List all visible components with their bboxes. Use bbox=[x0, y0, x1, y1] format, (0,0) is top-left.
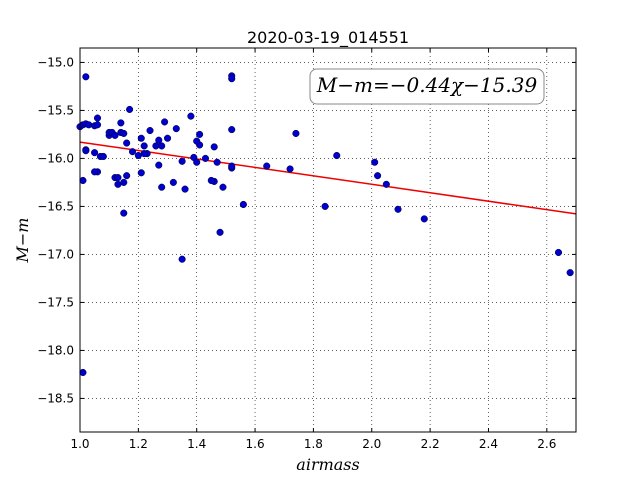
data-points bbox=[76, 72, 574, 377]
data-point bbox=[178, 255, 186, 263]
data-point bbox=[91, 149, 99, 157]
data-point bbox=[196, 130, 204, 138]
data-point bbox=[382, 180, 390, 188]
data-point bbox=[82, 147, 90, 155]
data-point bbox=[333, 151, 341, 160]
data-point bbox=[91, 168, 99, 176]
annotation-box bbox=[309, 68, 545, 105]
data-point bbox=[213, 158, 221, 166]
data-point bbox=[420, 215, 428, 223]
data-point bbox=[193, 137, 201, 145]
x-tick-label: 2.6 bbox=[537, 437, 556, 451]
data-point bbox=[120, 209, 128, 217]
y-tick-label: −17.0 bbox=[37, 247, 74, 261]
data-point bbox=[566, 269, 574, 277]
data-point bbox=[161, 118, 169, 126]
data-point bbox=[169, 178, 177, 186]
data-point bbox=[321, 202, 329, 210]
y-tick-label: −18.5 bbox=[37, 391, 74, 405]
data-point bbox=[117, 119, 125, 127]
data-point bbox=[228, 75, 236, 83]
data-point bbox=[137, 134, 145, 142]
data-point bbox=[146, 127, 154, 135]
data-point bbox=[93, 114, 102, 122]
x-tick-label: 2.4 bbox=[479, 437, 498, 451]
plot-frame bbox=[79, 47, 577, 433]
data-point bbox=[158, 142, 166, 150]
data-point bbox=[207, 176, 215, 185]
data-point bbox=[134, 151, 142, 160]
data-point bbox=[155, 161, 163, 169]
data-point bbox=[82, 73, 90, 81]
data-point bbox=[286, 165, 294, 173]
data-point bbox=[85, 121, 93, 129]
data-point bbox=[371, 158, 379, 166]
data-point bbox=[216, 228, 224, 236]
y-axis-ticks: −15.0 −15.5 −16.0 −16.5 −17.0 −17.5 −18.0 −18.5 bbox=[37, 55, 576, 405]
data-point bbox=[201, 154, 210, 162]
data-point bbox=[99, 152, 107, 161]
data-point bbox=[554, 248, 563, 257]
data-point bbox=[210, 143, 218, 151]
x-axis-ticks: 1.0 1.2 1.4 1.6 1.8 2.0 2.2 2.4 2.6 bbox=[70, 48, 556, 451]
data-point bbox=[137, 169, 145, 177]
x-axis-label: airmass bbox=[296, 455, 359, 474]
data-point bbox=[178, 157, 186, 165]
data-point bbox=[239, 200, 247, 209]
y-tick-label: −15.5 bbox=[37, 103, 74, 117]
x-tick-label: 1.2 bbox=[129, 437, 148, 451]
data-point bbox=[120, 178, 128, 186]
data-point bbox=[79, 176, 87, 185]
y-tick-label: −17.5 bbox=[37, 295, 74, 309]
data-point bbox=[123, 172, 131, 180]
data-point bbox=[187, 112, 195, 120]
data-point bbox=[140, 142, 148, 150]
data-point bbox=[158, 183, 166, 191]
x-tick-label: 1.4 bbox=[187, 437, 206, 451]
data-point bbox=[155, 136, 163, 144]
y-tick-label: −18.0 bbox=[37, 343, 74, 357]
data-point bbox=[93, 121, 102, 129]
data-point bbox=[126, 105, 134, 113]
x-tick-label: 1.6 bbox=[246, 437, 265, 451]
y-tick-label: −15.0 bbox=[37, 55, 74, 69]
fit-line-layer bbox=[79, 141, 577, 215]
data-point bbox=[374, 172, 382, 180]
plot-area bbox=[80, 48, 576, 432]
data-point bbox=[193, 158, 201, 166]
data-point bbox=[394, 205, 402, 213]
y-axis-label: M−m bbox=[13, 218, 32, 264]
data-point bbox=[111, 131, 119, 139]
data-point bbox=[292, 129, 300, 137]
data-point bbox=[219, 183, 227, 191]
data-point bbox=[172, 125, 180, 133]
x-tick-label: 2.2 bbox=[421, 437, 440, 451]
data-point bbox=[228, 126, 236, 134]
data-point bbox=[228, 162, 236, 170]
data-point bbox=[79, 368, 87, 377]
x-tick-label: 1.8 bbox=[304, 437, 323, 451]
data-point bbox=[123, 139, 131, 147]
data-point bbox=[128, 148, 137, 156]
x-tick-label: 1.0 bbox=[70, 437, 89, 451]
data-point bbox=[120, 129, 128, 137]
data-point bbox=[263, 162, 271, 170]
data-point bbox=[114, 174, 122, 182]
y-tick-label: −16.5 bbox=[37, 199, 74, 213]
chart-title: 2020-03-19_014551 bbox=[247, 28, 409, 48]
data-point bbox=[181, 185, 189, 193]
data-point bbox=[163, 134, 172, 142]
annotation-text: M−m=−0.44χ−15.39 bbox=[316, 73, 538, 97]
x-tick-label: 2.0 bbox=[362, 437, 381, 451]
y-tick-label: −16.0 bbox=[37, 151, 74, 165]
equation-annotation: M−m=−0.44χ−15.39 bbox=[309, 68, 545, 105]
fit-line bbox=[79, 141, 577, 215]
